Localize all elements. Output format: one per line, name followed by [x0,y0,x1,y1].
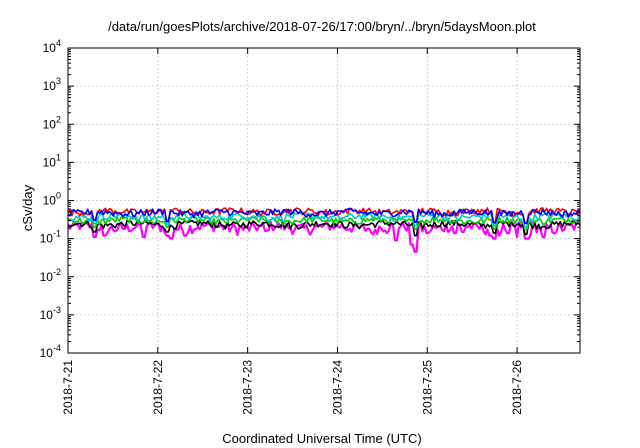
y-tick-label: 10-2 [40,267,61,284]
y-tick-label: 104 [43,38,61,55]
grid [68,48,580,353]
y-tick-exponent: 2 [56,114,61,124]
y-tick-base: 10 [43,194,57,208]
y-tick-exponent: 0 [56,191,61,201]
y-tick-base: 10 [40,270,54,284]
y-tick-base: 10 [43,155,57,169]
x-tick-label: 2018-7-21 [61,360,75,415]
y-tick-exponent: 1 [56,152,61,162]
chart-title: /data/run/goesPlots/archive/2018-07-26/1… [108,19,536,34]
y-tick-exponent: 4 [56,38,61,48]
x-axis-label: Coordinated Universal Time (UTC) [222,431,421,446]
y-tick-exponent: -4 [53,343,61,353]
y-tick-label: 10-3 [40,305,61,322]
y-tick-base: 10 [40,232,54,246]
y-tick-base: 10 [40,346,54,360]
y-tick-label: 10-4 [40,343,61,360]
y-tick-label: 101 [43,152,61,169]
x-tick-label: 2018-7-22 [151,360,165,415]
y-tick-exponent: -1 [53,229,61,239]
series-line [67,219,581,237]
axis-ticks [67,47,580,354]
y-tick-label: 100 [43,191,61,208]
series-line [67,221,581,253]
series-line [67,207,581,225]
y-tick-base: 10 [43,117,57,131]
y-tick-base: 10 [40,308,54,322]
x-tick-labels: 2018-7-21 2018-7-22 2018-7-23 2018-7-24 2018… [61,360,524,415]
plot-series [67,207,581,253]
y-tick-base: 10 [43,79,57,93]
x-tick-label: 2018-7-23 [241,360,255,415]
y-axis-label: cSv/day [20,184,35,231]
y-tick-exponent: 3 [56,76,61,86]
y-tick-exponent: -3 [53,305,61,315]
x-tick-label: 2018-7-26 [510,360,524,415]
y-tick-base: 10 [43,41,57,55]
y-tick-label: 102 [43,114,61,131]
x-tick-label: 2018-7-24 [330,360,344,415]
y-tick-label: 10-1 [40,229,61,246]
y-tick-exponent: -2 [53,267,61,277]
y-tick-label: 103 [43,76,61,93]
series-line [67,215,581,231]
x-tick-label: 2018-7-25 [420,360,434,415]
series-line [67,211,581,228]
